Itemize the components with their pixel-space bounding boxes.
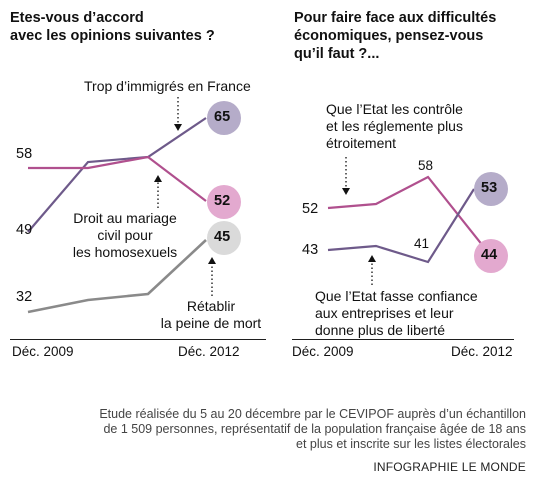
right-axis-start-label: Déc. 2009 — [292, 344, 354, 359]
marker-mariage-end — [207, 185, 241, 219]
data-label-mariage-end: 52 — [214, 193, 231, 209]
data-label-confiance-start: 43 — [302, 242, 319, 258]
right-chart-title: Pour faire face aux difficultés économiq… — [294, 10, 497, 62]
data-label-mariage-start: 58 — [16, 146, 33, 162]
series-label-peine: Rétablir la peine de mort — [160, 298, 262, 331]
line-immigres — [27, 117, 207, 233]
data-label-controle-start: 52 — [302, 201, 319, 217]
pointer-controle-head — [342, 188, 350, 195]
line-peine-de-mort — [27, 239, 207, 314]
line-controle — [327, 175, 492, 257]
marker-immigres-end — [207, 101, 241, 135]
pointer-mariage-head — [154, 175, 162, 182]
pointer-confiance-head — [368, 255, 376, 262]
series-label-controle: Que l’Etat les contrôle et les réglement… — [326, 101, 463, 151]
data-label-confiance-end: 53 — [481, 180, 498, 196]
data-label-confiance-low: 41 — [414, 236, 430, 251]
data-label-controle-peak: 58 — [418, 158, 434, 173]
series-label-confiance: Que l’Etat fasse confiance aux entrepris… — [315, 288, 478, 338]
credit-label: INFOGRAPHIE LE MONDE — [373, 460, 526, 474]
source-note: Etude réalisée du 5 au 20 décembre par l… — [99, 407, 526, 451]
marker-confiance-end — [474, 172, 508, 206]
marker-controle-end — [474, 239, 508, 273]
line-confiance — [327, 188, 475, 264]
pointer-peine-head — [208, 257, 216, 264]
left-x-axis — [10, 339, 266, 340]
data-label-peine-end: 45 — [214, 229, 231, 245]
right-axis-end-label: Déc. 2012 — [451, 344, 513, 359]
data-label-controle-end: 44 — [481, 247, 498, 263]
marker-peine-end — [207, 221, 241, 255]
pointer-immigres-head — [174, 124, 182, 131]
left-axis-start-label: Déc. 2009 — [12, 344, 74, 359]
series-label-mariage: Droit au mariage civil pour les homosexu… — [72, 210, 178, 260]
data-label-immigres-start: 49 — [16, 222, 33, 238]
data-label-peine-start: 32 — [16, 289, 33, 305]
right-x-axis — [292, 339, 514, 340]
data-label-immigres-end: 65 — [214, 109, 231, 125]
left-chart-title: Etes-vous d’accord avec les opinions sui… — [10, 10, 215, 44]
line-mariage — [28, 155, 207, 202]
series-label-immigres: Trop d’immigrés en France — [84, 78, 251, 94]
left-axis-end-label: Déc. 2012 — [178, 344, 240, 359]
